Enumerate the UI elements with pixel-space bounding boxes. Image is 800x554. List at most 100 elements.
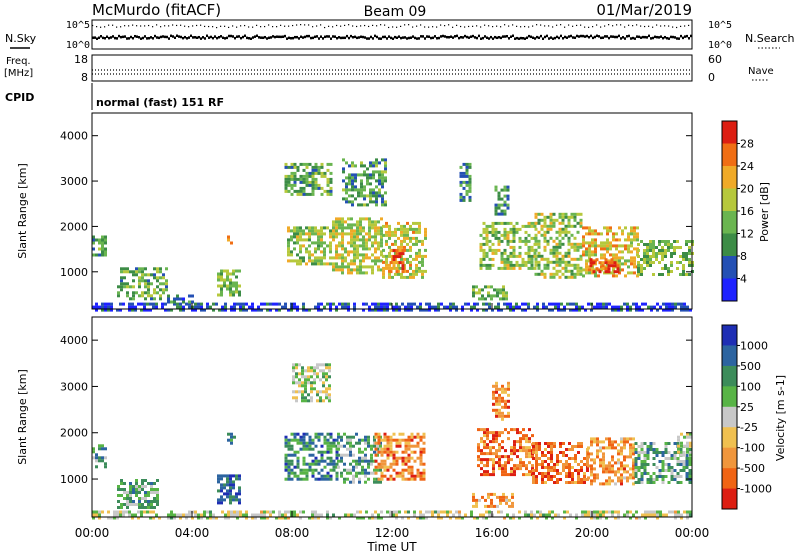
data-cell — [129, 497, 132, 500]
data-cell — [391, 275, 394, 279]
data-cell — [329, 247, 332, 251]
data-cell — [386, 465, 390, 469]
data-cell — [543, 245, 547, 249]
data-cell — [412, 221, 415, 225]
data-cell — [446, 305, 449, 309]
data-cell — [287, 165, 291, 169]
data-cell — [395, 513, 398, 517]
data-cell — [298, 363, 301, 367]
data-cell — [293, 241, 296, 245]
data-cell — [361, 438, 364, 442]
data-cell — [646, 478, 650, 481]
freq-tick-low: 8 — [81, 71, 88, 84]
data-cell — [410, 477, 414, 481]
data-cell — [287, 229, 290, 233]
data-cell — [101, 244, 104, 248]
data-cell — [614, 446, 617, 450]
data-cell — [308, 235, 311, 239]
data-cell — [630, 229, 633, 233]
data-cell — [623, 476, 626, 480]
data-cell — [547, 466, 550, 469]
data-cell — [173, 516, 176, 520]
y-tick-label: 2000 — [60, 427, 88, 440]
data-cell — [596, 305, 599, 309]
data-cell — [410, 444, 414, 448]
data-cell — [509, 251, 513, 255]
data-cell — [329, 232, 332, 236]
data-cell — [348, 188, 351, 192]
data-cell — [311, 189, 315, 193]
data-cell — [425, 308, 428, 312]
data-cell — [367, 459, 370, 463]
data-cell — [636, 238, 639, 242]
data-cell — [226, 272, 229, 276]
data-cell — [459, 171, 463, 175]
data-cell — [349, 447, 352, 451]
data-cell — [513, 473, 516, 477]
data-cell — [498, 396, 501, 400]
data-cell — [478, 291, 481, 295]
data-cell — [138, 276, 141, 280]
data-cell — [662, 513, 665, 517]
data-cell — [507, 387, 510, 391]
nsky-point — [208, 36, 210, 39]
data-cell — [558, 275, 562, 279]
data-cell — [673, 469, 677, 472]
data-cell — [385, 242, 388, 246]
data-cell — [156, 494, 159, 497]
data-cell — [156, 279, 159, 283]
nsky-point — [194, 36, 196, 39]
data-cell — [552, 260, 556, 264]
colorbar-segment — [722, 325, 737, 346]
nsearch-point — [176, 24, 178, 27]
data-cell — [314, 226, 317, 230]
data-cell — [366, 176, 369, 180]
data-cell — [617, 305, 620, 309]
data-cell — [612, 238, 615, 242]
data-cell — [335, 456, 339, 460]
data-cell — [401, 450, 405, 454]
data-cell — [643, 466, 647, 469]
data-cell — [544, 460, 547, 463]
data-cell — [562, 454, 565, 457]
nsky-point — [536, 35, 538, 39]
nsky-point — [326, 35, 328, 38]
data-cell — [632, 473, 635, 477]
data-cell — [386, 450, 390, 454]
nsearch-point — [440, 24, 442, 26]
data-cell — [647, 513, 650, 517]
data-cell — [131, 308, 134, 312]
data-cell — [621, 268, 624, 272]
data-cell — [275, 302, 278, 306]
data-cell — [419, 471, 423, 475]
data-cell — [217, 474, 220, 478]
data-cell — [302, 177, 306, 181]
nsky-point — [578, 35, 580, 38]
data-cell — [328, 399, 331, 403]
data-cell — [637, 273, 640, 276]
data-cell — [370, 459, 373, 463]
data-cell — [497, 194, 501, 198]
nsky-point — [564, 35, 566, 39]
data-cell — [305, 171, 309, 175]
data-cell — [341, 235, 344, 239]
data-cell — [480, 467, 483, 471]
data-cell — [413, 302, 416, 306]
data-cell — [311, 183, 315, 187]
nsky-point — [254, 35, 256, 38]
data-cell — [503, 260, 507, 264]
data-cell — [235, 495, 238, 499]
nsky-point — [284, 34, 286, 38]
data-cell — [263, 302, 266, 306]
data-cell — [584, 308, 587, 312]
data-cell — [497, 197, 501, 201]
data-cell — [344, 513, 347, 517]
data-cell — [528, 455, 531, 459]
data-cell — [599, 482, 602, 486]
data-cell — [350, 271, 353, 275]
data-cell — [400, 272, 403, 276]
data-cell — [384, 200, 387, 204]
data-cell — [311, 441, 315, 445]
nsky-point — [172, 35, 174, 38]
data-cell — [510, 428, 513, 432]
